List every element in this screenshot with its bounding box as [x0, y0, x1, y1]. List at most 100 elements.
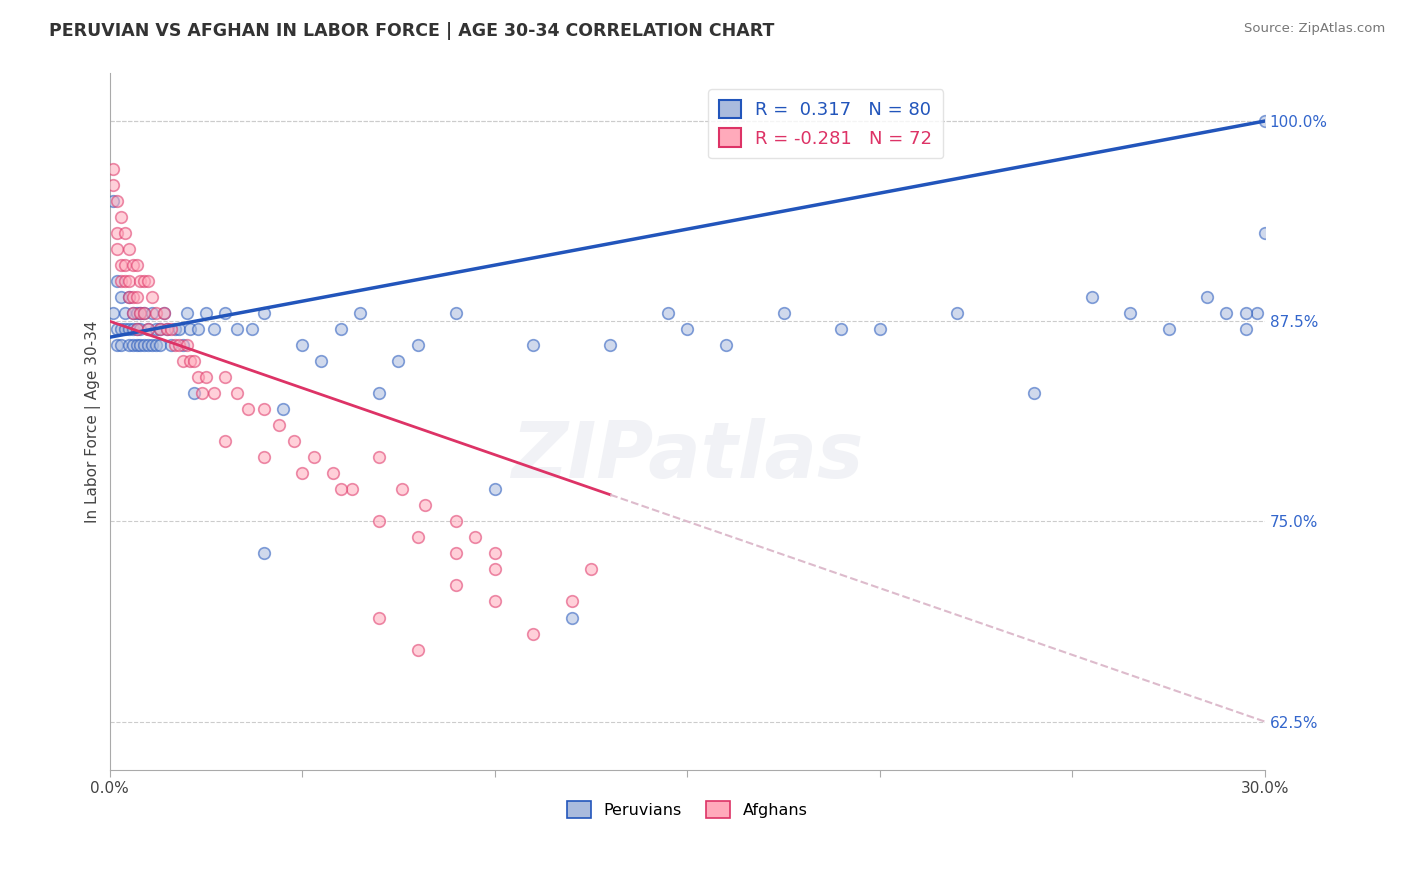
Point	[125, 258, 148, 272]
Point	[484, 594, 506, 608]
Point	[118, 338, 141, 352]
Point	[406, 338, 429, 352]
Point	[183, 354, 205, 368]
Point	[1234, 306, 1257, 320]
Point	[172, 338, 194, 352]
Point	[118, 290, 141, 304]
Point	[125, 290, 148, 304]
Point	[194, 306, 217, 320]
Point	[329, 483, 352, 497]
Point	[214, 434, 236, 449]
Point	[349, 306, 371, 320]
Point	[444, 306, 467, 320]
Point	[114, 258, 136, 272]
Point	[1254, 114, 1277, 128]
Point	[110, 274, 132, 288]
Point	[167, 338, 190, 352]
Point	[522, 626, 544, 640]
Legend: Peruvians, Afghans: Peruvians, Afghans	[561, 794, 814, 824]
Text: ZIPatlas: ZIPatlas	[512, 418, 863, 494]
Point	[302, 450, 325, 465]
Point	[118, 322, 141, 336]
Point	[342, 483, 364, 497]
Point	[125, 306, 148, 320]
Point	[121, 290, 143, 304]
Point	[141, 290, 163, 304]
Point	[105, 338, 128, 352]
Point	[125, 322, 148, 336]
Point	[522, 338, 544, 352]
Point	[134, 274, 156, 288]
Point	[415, 499, 437, 513]
Point	[194, 370, 217, 384]
Point	[149, 338, 172, 352]
Point	[156, 322, 179, 336]
Point	[225, 322, 247, 336]
Point	[110, 338, 132, 352]
Point	[1119, 306, 1142, 320]
Point	[125, 338, 148, 352]
Point	[121, 322, 143, 336]
Point	[125, 322, 148, 336]
Point	[444, 578, 467, 592]
Point	[179, 322, 201, 336]
Point	[311, 354, 333, 368]
Point	[830, 322, 852, 336]
Point	[114, 226, 136, 240]
Point	[145, 306, 167, 320]
Point	[368, 515, 391, 529]
Point	[406, 642, 429, 657]
Point	[202, 322, 225, 336]
Point	[714, 338, 737, 352]
Point	[121, 338, 143, 352]
Point	[134, 306, 156, 320]
Point	[114, 322, 136, 336]
Point	[368, 450, 391, 465]
Point	[406, 530, 429, 544]
Point	[253, 402, 276, 417]
Point	[136, 322, 159, 336]
Point	[291, 338, 314, 352]
Point	[676, 322, 699, 336]
Point	[187, 370, 209, 384]
Point	[149, 322, 172, 336]
Point	[283, 434, 305, 449]
Point	[149, 322, 172, 336]
Point	[129, 274, 152, 288]
Point	[253, 450, 276, 465]
Point	[103, 194, 125, 208]
Point	[267, 418, 290, 433]
Point	[484, 483, 506, 497]
Point	[172, 354, 194, 368]
Point	[136, 322, 159, 336]
Point	[1234, 322, 1257, 336]
Point	[368, 386, 391, 401]
Point	[160, 338, 183, 352]
Point	[387, 354, 409, 368]
Point	[1215, 306, 1237, 320]
Point	[129, 322, 152, 336]
Point	[105, 322, 128, 336]
Point	[579, 562, 602, 576]
Point	[129, 338, 152, 352]
Point	[391, 483, 413, 497]
Point	[105, 194, 128, 208]
Point	[129, 306, 152, 320]
Point	[1022, 386, 1045, 401]
Point	[152, 306, 174, 320]
Point	[1080, 290, 1102, 304]
Point	[561, 594, 583, 608]
Point	[165, 338, 187, 352]
Point	[225, 386, 247, 401]
Point	[1254, 226, 1277, 240]
Point	[121, 258, 143, 272]
Point	[103, 178, 125, 192]
Point	[129, 306, 152, 320]
Point	[105, 226, 128, 240]
Point	[329, 322, 352, 336]
Text: PERUVIAN VS AFGHAN IN LABOR FORCE | AGE 30-34 CORRELATION CHART: PERUVIAN VS AFGHAN IN LABOR FORCE | AGE …	[49, 22, 775, 40]
Point	[167, 322, 190, 336]
Point	[291, 467, 314, 481]
Text: Source: ZipAtlas.com: Source: ZipAtlas.com	[1244, 22, 1385, 36]
Point	[103, 306, 125, 320]
